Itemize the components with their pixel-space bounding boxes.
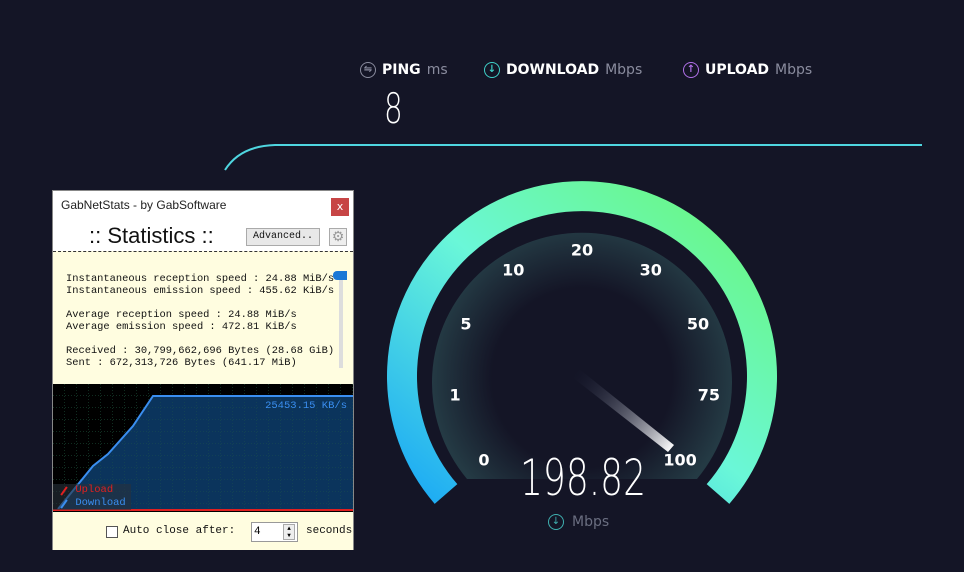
sent: Sent : 672,313,726 Bytes (641.17 MiB) (66, 357, 297, 369)
inst-tx: Instantaneous emission speed : 455.62 Ki… (66, 285, 335, 297)
scrollbar-thumb[interactable] (333, 271, 347, 280)
gauge-tick-50: 50 (686, 314, 710, 334)
download-label: DOWNLOAD (506, 62, 600, 78)
speed-unit: ↓ Mbps (548, 514, 609, 530)
advanced-button[interactable]: Advanced.. (246, 228, 320, 246)
download-icon: ↓ (484, 62, 500, 78)
gauge-inner (432, 232, 732, 479)
statistics-heading: :: Statistics :: (89, 223, 214, 248)
gauge-arc (387, 181, 777, 504)
ping-icon: ⇋ (360, 62, 376, 78)
gauge-tick-75: 75 (697, 385, 721, 405)
graph-current: 25453.15 KB/s (265, 400, 347, 412)
gauge-tick-20: 20 (570, 240, 594, 260)
upload-icon: ↑ (683, 62, 699, 78)
upload-unit: Mbps (775, 62, 813, 78)
auto-close-checkbox[interactable] (106, 526, 118, 538)
gauge-needle (572, 368, 674, 452)
gauge-tick-0: 0 (478, 450, 490, 470)
ping-label: PING (382, 62, 421, 78)
speed-unit-label: Mbps (572, 514, 610, 530)
download-header: ↓ DOWNLOAD Mbps (484, 62, 642, 78)
auto-close-seconds-input[interactable]: 4 ▲ ▼ (251, 522, 298, 542)
ping-unit: ms (426, 62, 448, 78)
download-swatch-icon (60, 499, 68, 509)
download-icon: ↓ (548, 514, 564, 530)
upload-label: UPLOAD (705, 62, 770, 78)
ping-header: ⇋ PING ms (360, 62, 448, 78)
progress-line (224, 144, 922, 171)
footer: Auto close after: 4 ▲ ▼ seconds (53, 512, 353, 550)
gauge-tick-100: 100 (663, 450, 697, 470)
current-speed: 198.82 (520, 449, 646, 507)
graph-legend: Upload Download (53, 484, 131, 510)
received: Received : 30,799,662,696 Bytes (28.68 G… (66, 345, 335, 357)
spinner-arrows-icon[interactable]: ▲ ▼ (283, 524, 295, 540)
stats-panel: Instantaneous reception speed : 24.88 Mi… (53, 251, 353, 384)
gabnetstats-window: GabNetStats - by GabSoftware x :: Statis… (52, 190, 354, 550)
gauge-tick-10: 10 (502, 260, 525, 280)
gear-icon[interactable]: ⚙ (329, 228, 347, 246)
auto-close-label: Auto close after: (123, 525, 236, 537)
download-line (57, 395, 353, 510)
window-title: GabNetStats - by GabSoftware (61, 198, 227, 212)
legend-download: Download (59, 497, 126, 509)
upload-swatch-icon (60, 486, 68, 496)
avg-tx: Average emission speed : 472.81 KiB/s (66, 321, 297, 333)
traffic-graph: 25453.15 KB/s Upload Download (53, 384, 353, 512)
close-button[interactable]: x (331, 198, 349, 216)
gauge-tick-5: 5 (460, 314, 472, 334)
ping-value: 8 (384, 84, 403, 133)
gauge-tick-30: 30 (639, 260, 662, 280)
inst-rx: Instantaneous reception speed : 24.88 Mi… (66, 273, 335, 285)
avg-rx: Average reception speed : 24.88 MiB/s (66, 309, 297, 321)
seconds-label: seconds (306, 525, 353, 537)
scrollbar[interactable] (339, 272, 343, 368)
gauge-tick-1: 1 (449, 385, 461, 405)
download-unit: Mbps (605, 62, 643, 78)
upload-header: ↑ UPLOAD Mbps (683, 62, 812, 78)
legend-upload: Upload (59, 484, 113, 496)
